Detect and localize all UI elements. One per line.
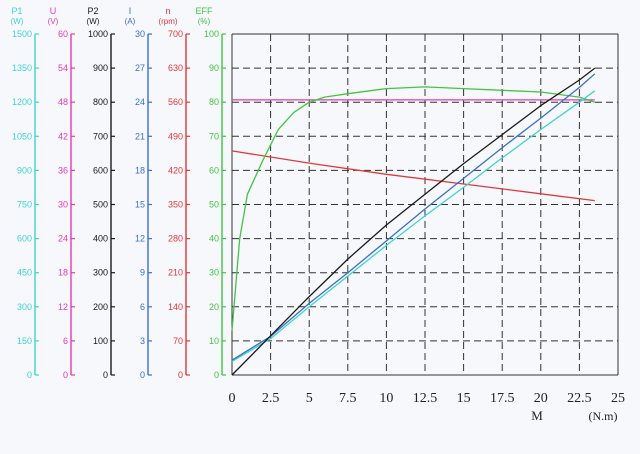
y-tick-label-p1: 1350 xyxy=(12,63,32,73)
y-axis-unit-i: (A) xyxy=(125,17,136,26)
y-tick-label-p2: 900 xyxy=(93,63,108,73)
x-tick-label: 15 xyxy=(457,391,471,406)
y-tick-label-eff: 60 xyxy=(209,165,219,175)
y-axis-label-eff: EFF xyxy=(196,6,214,16)
y-tick-label-i: 3 xyxy=(140,336,145,346)
y-tick-label-n: 140 xyxy=(168,302,183,312)
y-axis-label-n: n xyxy=(165,6,170,16)
x-tick-label: 20 xyxy=(534,391,548,406)
y-tick-label-i: 9 xyxy=(140,268,145,278)
y-axis-unit-n: (rpm) xyxy=(158,17,177,26)
y-tick-label-eff: 10 xyxy=(209,336,219,346)
y-tick-label-i: 18 xyxy=(135,165,145,175)
y-axis-label-i: I xyxy=(129,6,132,16)
y-tick-label-n: 0 xyxy=(178,370,183,380)
y-tick-label-n: 490 xyxy=(168,131,183,141)
y-tick-label-u: 48 xyxy=(58,97,68,107)
y-tick-label-n: 210 xyxy=(168,268,183,278)
y-tick-label-i: 15 xyxy=(135,200,145,210)
y-tick-label-i: 6 xyxy=(140,302,145,312)
x-tick-label: 5 xyxy=(306,391,313,406)
y-axis-unit-p1: (W) xyxy=(11,17,24,26)
y-tick-label-p2: 700 xyxy=(93,131,108,141)
y-tick-label-p1: 750 xyxy=(17,200,32,210)
x-tick-label: 0 xyxy=(229,391,236,406)
y-tick-label-p2: 100 xyxy=(93,336,108,346)
y-tick-label-u: 54 xyxy=(58,63,68,73)
x-axis-label: M xyxy=(531,408,543,423)
y-tick-label-n: 700 xyxy=(168,29,183,39)
y-tick-label-n: 70 xyxy=(173,336,183,346)
y-tick-label-n: 560 xyxy=(168,97,183,107)
y-axis-unit-p2: (W) xyxy=(87,17,100,26)
y-tick-label-u: 18 xyxy=(58,268,68,278)
y-tick-label-u: 12 xyxy=(58,302,68,312)
y-tick-label-i: 0 xyxy=(140,370,145,380)
y-tick-label-eff: 80 xyxy=(209,97,219,107)
y-tick-label-i: 12 xyxy=(135,234,145,244)
y-tick-label-p2: 1000 xyxy=(88,29,108,39)
y-tick-label-p1: 1200 xyxy=(12,97,32,107)
y-tick-label-p2: 300 xyxy=(93,268,108,278)
x-tick-label: 22.5 xyxy=(567,391,592,406)
series-line-n xyxy=(231,150,595,202)
y-tick-label-u: 30 xyxy=(58,200,68,210)
x-axis-unit: (N.m) xyxy=(589,409,618,423)
y-tick-label-eff: 40 xyxy=(209,234,219,244)
y-tick-label-i: 30 xyxy=(135,29,145,39)
y-tick-label-n: 280 xyxy=(168,234,183,244)
y-tick-label-n: 350 xyxy=(168,200,183,210)
x-tick-label: 7.5 xyxy=(339,391,357,406)
y-tick-label-p1: 300 xyxy=(17,302,32,312)
y-tick-label-n: 630 xyxy=(168,63,183,73)
y-tick-label-p1: 0 xyxy=(27,370,32,380)
y-tick-label-p2: 200 xyxy=(93,302,108,312)
x-tick-label: 2.5 xyxy=(262,391,280,406)
y-tick-label-p2: 0 xyxy=(103,370,108,380)
y-tick-label-eff: 90 xyxy=(209,63,219,73)
y-axis-unit-eff: (%) xyxy=(198,17,211,26)
y-tick-label-p1: 1500 xyxy=(12,29,32,39)
y-tick-label-p2: 500 xyxy=(93,200,108,210)
y-tick-label-u: 60 xyxy=(58,29,68,39)
y-tick-label-eff: 50 xyxy=(209,200,219,210)
y-tick-label-eff: 100 xyxy=(204,29,219,39)
x-tick-label: 12.5 xyxy=(413,391,438,406)
y-tick-label-eff: 0 xyxy=(214,370,219,380)
y-tick-label-i: 24 xyxy=(135,97,145,107)
series-line-p1 xyxy=(231,90,596,362)
y-tick-label-u: 24 xyxy=(58,234,68,244)
series-line-i xyxy=(231,73,596,361)
y-tick-label-p1: 600 xyxy=(17,234,32,244)
y-tick-label-p1: 1050 xyxy=(12,131,32,141)
x-tick-label: 17.5 xyxy=(490,391,515,406)
y-tick-label-p1: 450 xyxy=(17,268,32,278)
y-tick-label-p2: 400 xyxy=(93,234,108,244)
y-tick-label-p2: 800 xyxy=(93,97,108,107)
y-tick-label-p2: 600 xyxy=(93,165,108,175)
y-tick-label-u: 0 xyxy=(63,370,68,380)
y-axis-unit-u: (V) xyxy=(48,17,59,26)
series-line-p2 xyxy=(231,67,596,376)
y-tick-label-eff: 20 xyxy=(209,302,219,312)
y-tick-label-eff: 30 xyxy=(209,268,219,278)
y-tick-label-n: 420 xyxy=(168,165,183,175)
y-axis-label-u: U xyxy=(50,6,57,16)
series-line-eff xyxy=(231,86,596,331)
y-axis-label-p1: P1 xyxy=(11,6,22,16)
y-tick-label-u: 36 xyxy=(58,165,68,175)
y-tick-label-i: 21 xyxy=(135,131,145,141)
x-tick-label: 25 xyxy=(611,391,625,406)
y-tick-label-u: 42 xyxy=(58,131,68,141)
y-axis-label-p2: P2 xyxy=(87,6,98,16)
y-tick-label-u: 6 xyxy=(63,336,68,346)
y-tick-label-eff: 70 xyxy=(209,131,219,141)
y-tick-label-p1: 900 xyxy=(17,165,32,175)
x-tick-label: 10 xyxy=(379,391,393,406)
y-tick-label-i: 27 xyxy=(135,63,145,73)
y-tick-label-p1: 150 xyxy=(17,336,32,346)
